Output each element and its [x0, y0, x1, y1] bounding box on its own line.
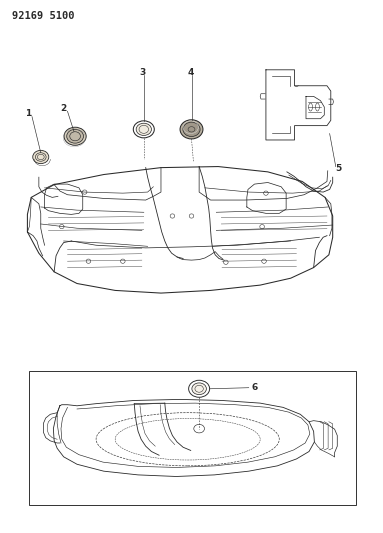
Ellipse shape [67, 130, 83, 143]
Ellipse shape [33, 150, 49, 164]
Text: 4: 4 [187, 68, 193, 77]
Ellipse shape [136, 123, 151, 135]
Text: 6: 6 [251, 383, 257, 392]
Text: 1: 1 [25, 109, 31, 118]
Text: 5: 5 [336, 164, 342, 173]
Text: 92169 5100: 92169 5100 [12, 11, 75, 21]
Text: 3: 3 [139, 68, 146, 77]
Bar [29, 370, 355, 505]
Ellipse shape [64, 127, 86, 146]
Text: 2: 2 [61, 104, 67, 113]
Ellipse shape [180, 120, 203, 139]
Ellipse shape [192, 383, 206, 394]
Ellipse shape [183, 122, 200, 136]
